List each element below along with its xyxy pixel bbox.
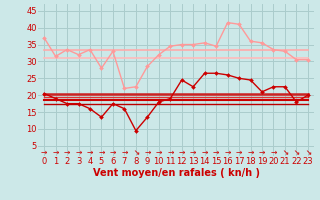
Text: →: → bbox=[98, 147, 105, 156]
Text: →: → bbox=[202, 147, 208, 156]
Text: →: → bbox=[156, 147, 162, 156]
Text: →: → bbox=[259, 147, 265, 156]
Text: →: → bbox=[224, 147, 231, 156]
Text: →: → bbox=[87, 147, 93, 156]
Text: →: → bbox=[144, 147, 150, 156]
Text: →: → bbox=[213, 147, 219, 156]
Text: →: → bbox=[52, 147, 59, 156]
Text: →: → bbox=[110, 147, 116, 156]
Text: →: → bbox=[247, 147, 254, 156]
Text: →: → bbox=[75, 147, 82, 156]
Text: →: → bbox=[279, 147, 290, 157]
X-axis label: Vent moyen/en rafales ( kn/h ): Vent moyen/en rafales ( kn/h ) bbox=[92, 168, 260, 178]
Text: →: → bbox=[291, 147, 302, 157]
Text: →: → bbox=[121, 147, 128, 156]
Text: →: → bbox=[131, 147, 141, 157]
Text: →: → bbox=[167, 147, 173, 156]
Text: →: → bbox=[190, 147, 196, 156]
Text: →: → bbox=[302, 147, 313, 157]
Text: →: → bbox=[270, 147, 277, 156]
Text: →: → bbox=[41, 147, 47, 156]
Text: →: → bbox=[236, 147, 242, 156]
Text: →: → bbox=[64, 147, 70, 156]
Text: →: → bbox=[179, 147, 185, 156]
